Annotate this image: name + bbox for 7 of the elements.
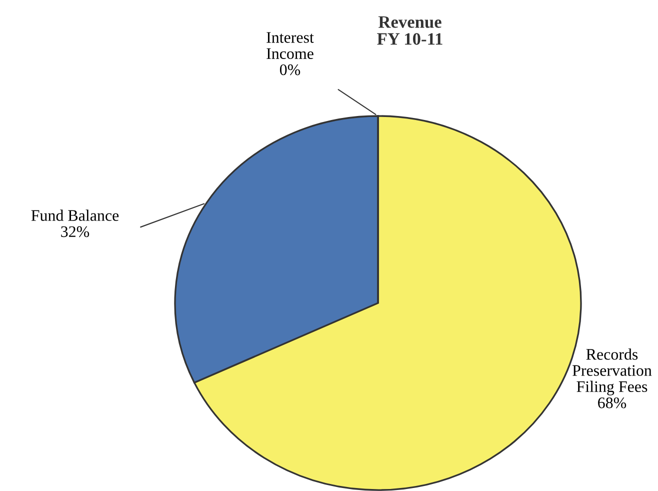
- legend-label: Fund Balance: [31, 210, 119, 221]
- text: 0%: [280, 64, 300, 76]
- data-label: 32%: [61, 226, 90, 238]
- data-label: 68%: [598, 397, 626, 408]
- slice-label: Records Preservation Filing Fees: [572, 348, 652, 396]
- chart-title: Revenue FY 10-11: [377, 16, 442, 45]
- category-label: Interest Income: [266, 32, 314, 59]
